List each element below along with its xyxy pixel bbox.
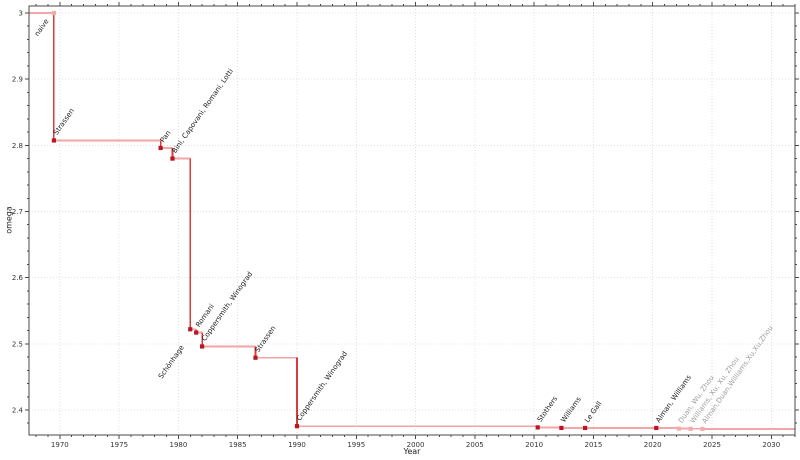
x-tick-label: 1995 [347,441,365,449]
data-point-marker [535,425,540,430]
data-point-marker [583,425,588,431]
x-tick-label: 2000 [407,441,425,449]
x-tick-label: 1980 [169,441,187,449]
x-tick-label: 1990 [288,441,306,449]
data-point-marker [51,10,57,16]
data-point-marker [688,426,693,431]
event-label: naive [33,18,51,38]
grid-lines [29,6,795,435]
event-label: Schönhage [157,344,186,380]
data-point-marker [51,138,57,143]
y-tick-label: 2.4 [12,406,24,414]
y-axis-title: omega [4,206,14,234]
event-label: Strassen [254,324,278,353]
event-label: Strassen [52,107,76,136]
y-tick-label: 2.5 [12,340,23,348]
data-point-marker [194,330,199,335]
data-point-marker [170,156,175,161]
data-point-marker [654,425,659,431]
event-label: Williams, Xu, Xu, Zhou [689,356,741,425]
y-tick-label: 2.8 [12,142,23,150]
y-tick-label: 2.6 [12,274,24,282]
x-tick-label: 2025 [703,441,721,449]
event-label: Coppersmith, Winograd [295,350,349,422]
y-tick-label: 3 [19,10,23,18]
axes-spines [28,5,796,436]
data-point-marker [200,344,205,349]
x-tick-label: 2020 [644,441,662,449]
x-axis-title: Year [403,447,421,456]
x-tick-label: 1975 [110,441,128,449]
data-point-marker [294,424,300,429]
data-point-marker [158,145,163,151]
data-point-marker [676,426,681,431]
y-tick-label: 2.9 [12,76,23,84]
x-tick-label: 2005 [466,441,484,449]
x-tick-label: 1985 [229,441,247,449]
event-label: Bini, Capovani, Romani, Lotti [171,67,236,154]
data-point-marker [188,327,193,332]
data-point-marker [700,426,705,432]
data-point-marker [559,425,564,431]
y-tick-label: 2.7 [12,208,23,216]
data-point-marker [253,355,258,360]
axes-and-ticks: 1970 1975 1980 1985 1990 1995 2000 2005 2010 2015… [12,2,799,449]
x-tick-label: 2030 [762,441,780,449]
x-tick-label: 2010 [525,441,543,449]
x-tick-label: 1970 [51,441,69,449]
event-label: Pan [159,129,173,144]
step-line-series [29,12,795,430]
event-label: Stothers [536,395,560,424]
data-point-markers [51,10,705,432]
x-tick-label: 2015 [585,441,603,449]
